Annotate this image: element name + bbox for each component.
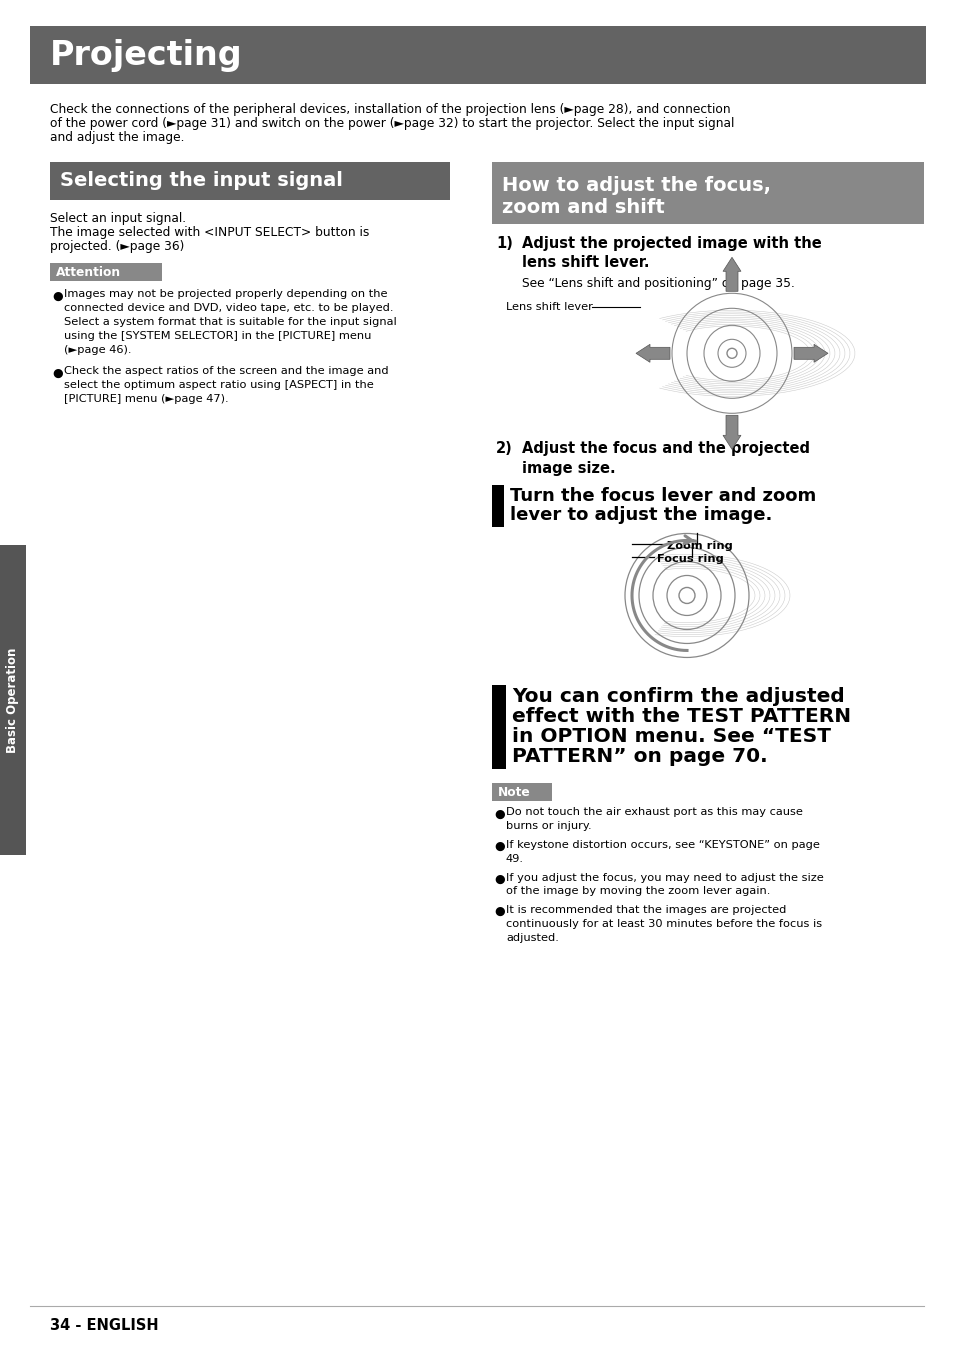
Text: Images may not be projected properly depending on the: Images may not be projected properly dep… <box>64 289 387 300</box>
FancyArrow shape <box>722 416 740 450</box>
Bar <box>492 783 552 802</box>
Bar <box>30 26 925 84</box>
Text: Turn the focus lever and zoom: Turn the focus lever and zoom <box>510 487 816 505</box>
Bar <box>0 545 26 855</box>
Text: of the power cord (►page 31) and switch on the power (►page 32) to start the pro: of the power cord (►page 31) and switch … <box>50 117 734 130</box>
Text: See “Lens shift and positioning” on page 35.: See “Lens shift and positioning” on page… <box>521 277 794 290</box>
Text: Do not touch the air exhaust port as this may cause: Do not touch the air exhaust port as thi… <box>505 807 802 818</box>
Text: select the optimum aspect ratio using [ASPECT] in the: select the optimum aspect ratio using [A… <box>64 381 374 390</box>
Text: Select a system format that is suitable for the input signal: Select a system format that is suitable … <box>64 317 396 327</box>
Text: Lens shift lever: Lens shift lever <box>505 302 592 312</box>
Text: Zoom ring: Zoom ring <box>666 541 732 551</box>
Bar <box>492 686 505 769</box>
Text: ●: ● <box>52 289 63 302</box>
Bar <box>492 162 923 224</box>
Text: ●: ● <box>494 807 504 821</box>
Text: Adjust the projected image with the: Adjust the projected image with the <box>521 236 821 251</box>
Text: Select an input signal.: Select an input signal. <box>50 212 186 225</box>
FancyArrow shape <box>722 258 740 292</box>
Text: adjusted.: adjusted. <box>505 933 558 942</box>
Text: 34 - ENGLISH: 34 - ENGLISH <box>50 1318 158 1332</box>
Text: ●: ● <box>494 840 504 853</box>
Text: ●: ● <box>52 366 63 379</box>
Text: If you adjust the focus, you may need to adjust the size: If you adjust the focus, you may need to… <box>505 872 822 883</box>
Text: using the [SYSTEM SELECTOR] in the [PICTURE] menu: using the [SYSTEM SELECTOR] in the [PICT… <box>64 331 371 340</box>
Text: of the image by moving the zoom lever again.: of the image by moving the zoom lever ag… <box>505 887 770 896</box>
Bar <box>50 263 162 281</box>
Text: projected. (►page 36): projected. (►page 36) <box>50 239 184 252</box>
Text: burns or injury.: burns or injury. <box>505 821 591 832</box>
Text: Check the aspect ratios of the screen and the image and: Check the aspect ratios of the screen an… <box>64 366 388 377</box>
Text: Attention: Attention <box>56 266 121 279</box>
Text: If keystone distortion occurs, see “KEYSTONE” on page: If keystone distortion occurs, see “KEYS… <box>505 840 819 850</box>
Bar <box>492 486 503 528</box>
Text: Selecting the input signal: Selecting the input signal <box>60 171 342 190</box>
Text: Projecting: Projecting <box>50 39 242 72</box>
Text: Adjust the focus and the projected: Adjust the focus and the projected <box>521 441 809 456</box>
Text: How to adjust the focus,: How to adjust the focus, <box>501 176 770 194</box>
Text: and adjust the image.: and adjust the image. <box>50 131 184 143</box>
Text: effect with the TEST PATTERN: effect with the TEST PATTERN <box>512 707 850 726</box>
Text: 49.: 49. <box>505 853 523 864</box>
Text: [PICTURE] menu (►page 47).: [PICTURE] menu (►page 47). <box>64 394 229 404</box>
Bar <box>50 162 450 200</box>
Text: Note: Note <box>497 786 530 799</box>
Text: lens shift lever.: lens shift lever. <box>521 255 649 270</box>
Text: Check the connections of the peripheral devices, installation of the projection : Check the connections of the peripheral … <box>50 103 730 116</box>
Text: The image selected with <INPUT SELECT> button is: The image selected with <INPUT SELECT> b… <box>50 225 369 239</box>
Text: It is recommended that the images are projected: It is recommended that the images are pr… <box>505 906 785 915</box>
Text: 1): 1) <box>496 236 513 251</box>
Text: (►page 46).: (►page 46). <box>64 344 132 355</box>
Text: 2): 2) <box>496 441 512 456</box>
FancyArrow shape <box>636 344 669 362</box>
Text: image size.: image size. <box>521 460 615 475</box>
FancyArrow shape <box>793 344 827 362</box>
Text: in OPTION menu. See “TEST: in OPTION menu. See “TEST <box>512 728 830 747</box>
Text: Focus ring: Focus ring <box>657 555 723 564</box>
Text: zoom and shift: zoom and shift <box>501 198 664 217</box>
Text: connected device and DVD, video tape, etc. to be played.: connected device and DVD, video tape, et… <box>64 304 393 313</box>
Text: You can confirm the adjusted: You can confirm the adjusted <box>512 687 843 706</box>
Text: ●: ● <box>494 872 504 886</box>
Text: continuously for at least 30 minutes before the focus is: continuously for at least 30 minutes bef… <box>505 919 821 929</box>
Text: Basic Operation: Basic Operation <box>7 647 19 753</box>
Text: PATTERN” on page 70.: PATTERN” on page 70. <box>512 748 767 767</box>
Text: ●: ● <box>494 906 504 918</box>
Text: lever to adjust the image.: lever to adjust the image. <box>510 506 772 524</box>
